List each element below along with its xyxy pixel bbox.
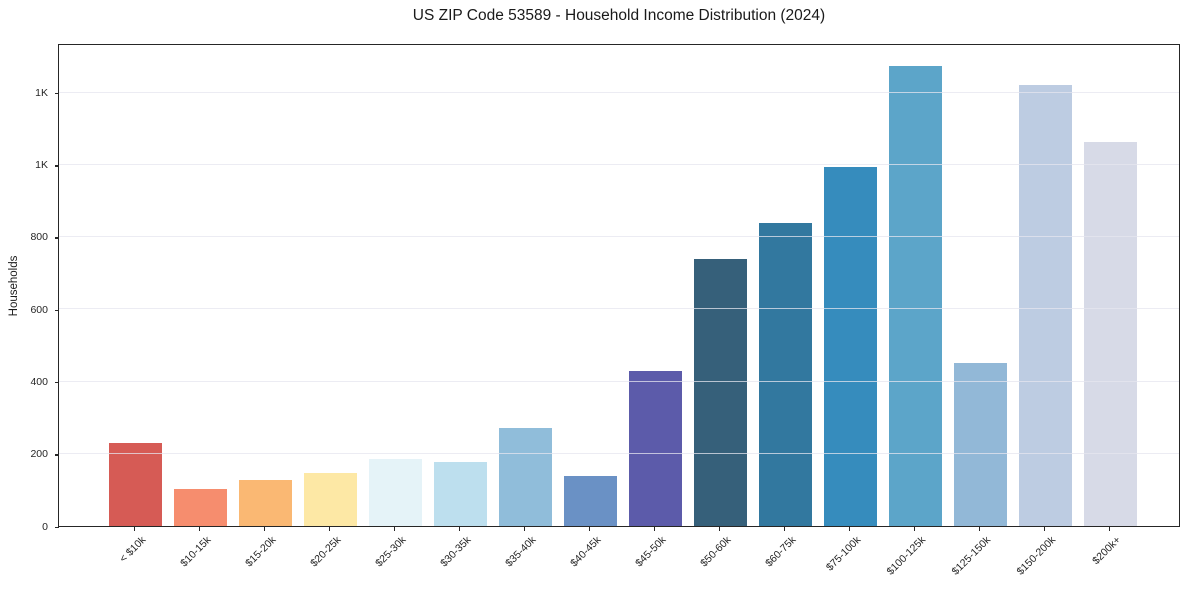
bar-< $10k: [109, 442, 162, 526]
bar-$100-125k: [889, 66, 942, 526]
y-tick-label: 1K: [35, 86, 48, 99]
x-tick-mark: [393, 527, 396, 531]
x-tick-mark: [588, 527, 591, 531]
y-tick-mark: [55, 454, 59, 456]
bar-$40-45k: [564, 475, 617, 526]
x-tick-label: $40-45k: [567, 534, 603, 570]
x-tick-mark: [783, 527, 786, 531]
y-tick-label: 0: [42, 520, 48, 533]
bar-$150-200k: [1019, 85, 1072, 526]
x-tick-label: $15-20k: [242, 534, 278, 570]
bar-$50-60k: [694, 258, 747, 526]
y-tick-label: 400: [30, 375, 48, 388]
bar-$75-100k: [824, 166, 877, 526]
x-tick-mark: [1108, 527, 1111, 531]
x-tick-mark: [328, 527, 331, 531]
x-tick-label: $45-50k: [632, 534, 668, 570]
y-tick-mark: [55, 526, 59, 528]
x-tick-label: $75-100k: [823, 534, 863, 574]
bar-$125-150k: [954, 363, 1007, 526]
x-tick-label: $25-30k: [372, 534, 408, 570]
x-tick-mark: [1043, 527, 1046, 531]
x-tick-mark: [653, 527, 656, 531]
x-tick-mark: [133, 527, 136, 531]
x-tick-label: $30-35k: [437, 534, 473, 570]
x-tick-label: $10-15k: [177, 534, 213, 570]
chart-title: US ZIP Code 53589 - Household Income Dis…: [412, 7, 826, 24]
gridline-400: [59, 380, 1179, 382]
x-tick-label: $35-40k: [502, 534, 538, 570]
plot-area: [58, 44, 1180, 527]
x-axis: < $10k $10-15k $15-20k $20-25k $25-30k $30-35…: [58, 527, 1180, 590]
y-tick-mark: [55, 92, 59, 95]
x-tick-mark: [263, 527, 266, 531]
x-tick-label: $20-25k: [307, 534, 343, 570]
bar-$20-25k: [304, 473, 357, 526]
y-tick-label: 200: [30, 448, 48, 461]
y-tick-mark: [55, 309, 59, 312]
bar-$30-35k: [434, 461, 487, 526]
gridline-600: [59, 308, 1179, 310]
x-tick-mark: [913, 527, 916, 531]
x-tick-mark: [978, 527, 981, 531]
x-tick-label: $50-60k: [697, 534, 733, 570]
y-tick-label: 1K: [35, 159, 48, 172]
bar-$45-50k: [629, 370, 682, 526]
x-tick-mark: [523, 527, 526, 531]
bar-$25-30k: [369, 458, 422, 526]
x-tick-mark: [718, 527, 721, 531]
y-tick-label: 600: [30, 303, 48, 316]
bar-$60-75k: [759, 223, 812, 526]
y-tick-mark: [55, 165, 59, 167]
x-tick-label: $100-125k: [884, 534, 928, 578]
gridline-1000: [59, 163, 1179, 165]
x-tick-label: $150-200k: [1014, 534, 1058, 578]
y-tick-mark: [55, 381, 59, 384]
x-tick-mark: [198, 527, 201, 531]
x-tick-label: $60-75k: [762, 534, 798, 570]
gridline-1200: [59, 91, 1179, 93]
y-axis: 0 200 400 600 800 1K 1K: [0, 44, 59, 533]
gridline-200: [59, 452, 1179, 454]
x-tick-mark: [848, 527, 851, 531]
bar-$10-15k: [174, 488, 227, 526]
x-tick-label: $125-150k: [949, 534, 993, 578]
y-tick-label: 800: [30, 231, 48, 244]
x-tick-label: < $10k: [116, 534, 148, 565]
bar-$15-20k: [239, 479, 292, 526]
bar-$35-40k: [499, 427, 552, 526]
bar-$200k+: [1084, 141, 1137, 526]
x-tick-label: $200k+: [1089, 534, 1123, 568]
y-tick-mark: [55, 237, 59, 239]
x-tick-mark: [458, 527, 461, 531]
gridline-800: [59, 236, 1179, 237]
